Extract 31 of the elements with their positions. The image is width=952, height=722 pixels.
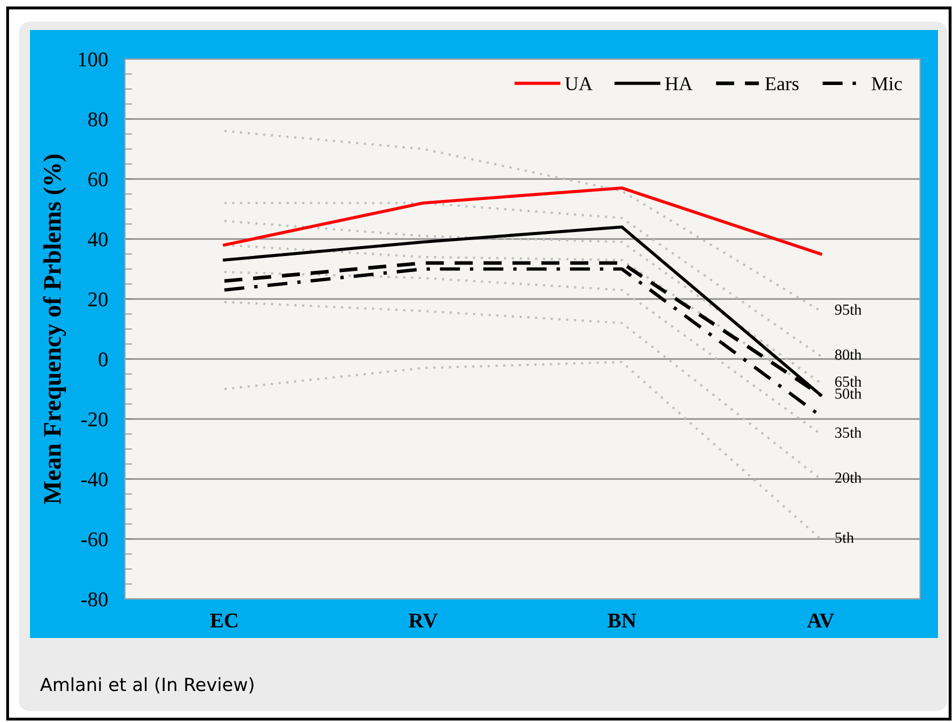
series-label: 5th [835,532,854,543]
series-label: 20th [835,472,862,483]
y-tick-label: -40 [81,472,108,486]
series-label: 80th [835,349,862,360]
y-axis-title: Mean Frequency of Prblems (%) [42,154,66,504]
y-tick-label: 0 [98,352,108,366]
legend-label: Mic [872,77,902,90]
legend-label: UA [565,77,593,90]
y-tick-label: -60 [81,532,108,546]
y-tick-label: -20 [81,412,108,426]
y-tick-label: 60 [88,172,108,186]
text: Amlani et al (In Review) [40,677,254,694]
y-tick-label: 100 [78,52,108,66]
y-tick-label: 80 [88,112,108,126]
x-tick-label: RV [408,614,438,628]
line-series [222,186,822,256]
series-label: 50th [835,388,862,399]
x-tick-label: BN [608,614,636,628]
y-tick-label: 20 [88,292,108,306]
series-label: 35th [835,427,862,438]
line-series [223,300,822,480]
series-label: 65th [835,376,862,387]
line-series [223,130,822,312]
x-tick-label: EC [210,614,238,628]
line-series [223,360,822,540]
legend-label: Ears [765,77,799,90]
y-tick-label: -80 [81,592,108,606]
legend-label: HA [665,77,693,90]
y-tick-label: 40 [88,232,108,246]
x-tick-label: AV [807,614,834,628]
series-label: 95th [835,304,862,315]
